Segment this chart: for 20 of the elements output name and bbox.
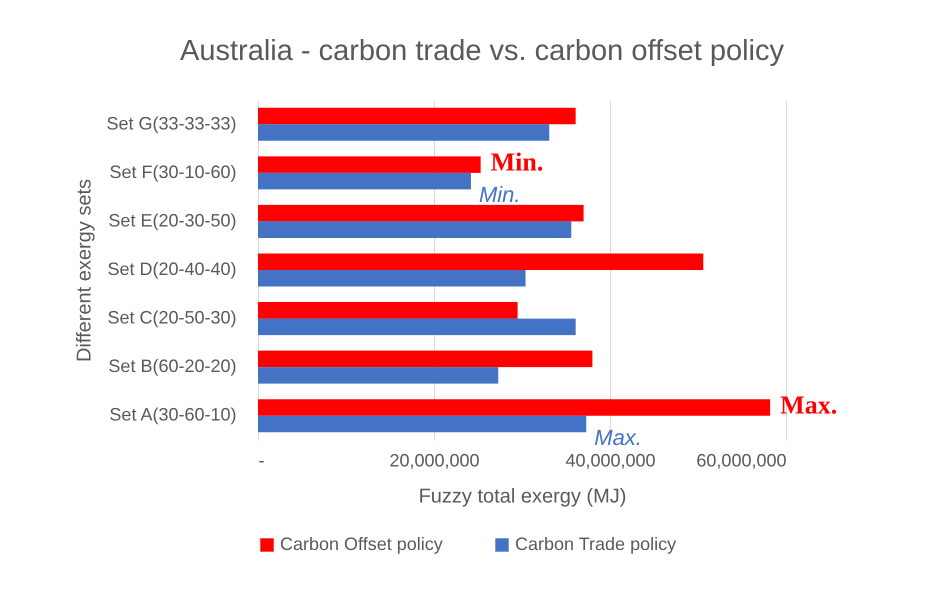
y-tick-label: Set D(20-40-40) (107, 259, 236, 279)
annotation: Max. (780, 390, 838, 420)
x-tick-label: 60,000,000 (696, 450, 786, 470)
x-tick-label: 40,000,000 (565, 450, 656, 470)
annotation: Max. (594, 424, 642, 450)
x-tick-label: 20,000,000 (389, 450, 480, 470)
legend-label: Carbon Offset policy (280, 534, 443, 554)
annotation: Min. (490, 148, 544, 177)
annotation: Min. (478, 182, 521, 208)
y-axis-title: Different exergy sets (73, 178, 96, 362)
chart-title: Australia - carbon trade vs. carbon offset policy (180, 35, 784, 67)
x-tick-label: - (258, 450, 264, 470)
legend-label: Carbon Trade policy (515, 534, 676, 554)
y-tick-label: Set C(20-50-30) (107, 308, 236, 328)
y-tick-label: Set E(20-30-50) (108, 210, 236, 230)
y-tick-label: Set F(30-10-60) (109, 162, 236, 182)
y-tick-label: Set A(30-60-10) (109, 404, 236, 425)
y-tick-label: Set B(60-20-20) (108, 356, 236, 376)
x-axis-title: Fuzzy total exergy (MJ) (418, 486, 626, 508)
y-tick-label: Set G(33-33-33) (106, 113, 236, 134)
